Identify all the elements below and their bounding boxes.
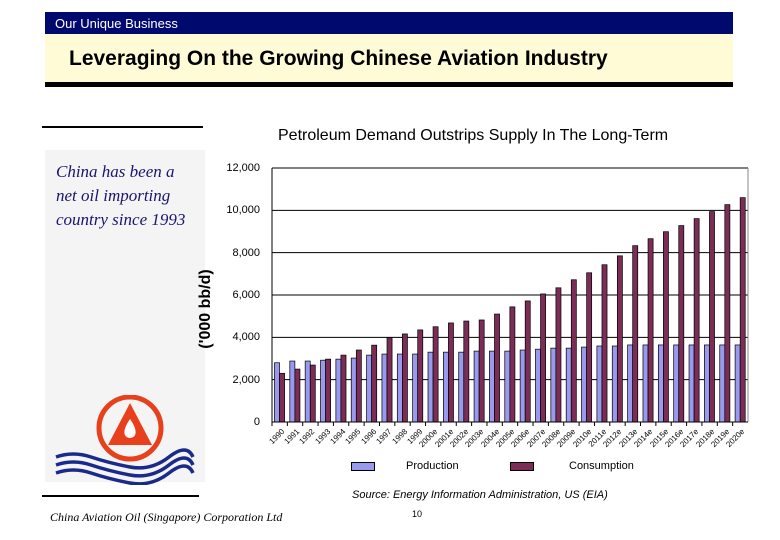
bar-production-2013e: [627, 344, 634, 423]
bar-consumption-2018e: [709, 211, 715, 423]
bar-production-2010e: [581, 346, 587, 423]
title-band: Leveraging On the Growing Chinese Aviati…: [45, 34, 733, 82]
bar-production-2004e: [489, 350, 495, 423]
bar-production-2005e: [504, 350, 511, 423]
bar-production-1991: [289, 360, 296, 423]
bar-consumption-2016e: [678, 225, 685, 423]
bar-production-2000e: [427, 351, 434, 423]
bar-production-1995: [350, 357, 357, 423]
section-band: Our Unique Business: [45, 12, 733, 34]
company-name: China Aviation Oil (Singapore) Corporati…: [50, 510, 283, 524]
bar-consumption-2003e: [478, 319, 485, 423]
left-panel: China has been a net oil importing count…: [45, 150, 205, 485]
bar-consumption-2017e: [693, 218, 700, 423]
bar-production-1998: [396, 353, 403, 423]
legend-swatch-consumption: [510, 462, 534, 471]
net-importer-note: China has been a net oil importing count…: [56, 162, 186, 229]
y-tick-label: 6,000: [232, 289, 260, 301]
bar-consumption-1993: [325, 358, 332, 423]
page-number: 10: [412, 509, 423, 519]
bar-consumption-2007e: [540, 293, 546, 423]
bar-consumption-1991: [294, 368, 301, 423]
bar-production-2014e: [642, 344, 649, 423]
section-label: Our Unique Business: [55, 16, 178, 31]
bar-production-1994: [335, 358, 342, 423]
bar-production-2011e: [596, 345, 603, 423]
bar-production-1992: [304, 360, 311, 423]
divider-top: [42, 126, 203, 128]
bar-production-2017e: [688, 344, 695, 423]
bar-production-2018e: [704, 344, 710, 423]
y-tick-label: 12,000: [226, 162, 260, 174]
bar-production-1997: [381, 353, 388, 423]
bar-production-2008e: [550, 347, 557, 423]
bar-consumption-2015e: [663, 231, 669, 423]
bar-production-2019e: [719, 344, 726, 423]
y-tick-label: 2,000: [232, 373, 260, 386]
bar-production-1996: [366, 354, 373, 423]
bar-consumption-1994: [340, 354, 347, 423]
bar-production-2006e: [519, 349, 526, 423]
bar-consumption-1997: [386, 337, 393, 423]
y-tick-label: 8,000: [232, 246, 260, 259]
bar-consumption-2010e: [586, 272, 593, 423]
bar-consumption-2011e: [601, 264, 608, 423]
bar-consumption-1995: [355, 349, 362, 423]
legend-consumption: Consumption: [569, 460, 634, 472]
bar-consumption-2000e: [432, 326, 439, 423]
bar-consumption-2009e: [570, 279, 577, 423]
bar-consumption-2014e: [647, 238, 654, 423]
legend-swatch-production: [351, 462, 375, 471]
bar-production-2002e: [458, 351, 465, 423]
bar-production-2016e: [673, 344, 680, 423]
y-tick-label: 4,000: [232, 331, 260, 344]
bar-consumption-1990: [279, 372, 285, 423]
bar-consumption-2006e: [524, 300, 531, 423]
legend-production: Production: [406, 460, 459, 472]
title-underline: [45, 82, 733, 87]
bar-consumption-2020e: [739, 197, 746, 423]
divider-bottom: [42, 495, 199, 497]
bar-production-2007e: [535, 348, 541, 423]
bar-consumption-2001e: [448, 322, 454, 423]
bar-production-2003e: [473, 350, 480, 423]
bar-production-1993: [320, 359, 326, 423]
bar-production-2009e: [565, 347, 572, 423]
source-note: Source: Energy Information Administratio…: [352, 489, 608, 501]
bar-consumption-2013e: [632, 245, 639, 423]
bar-consumption-1998: [402, 333, 408, 423]
bar-production-2001e: [443, 351, 449, 423]
bar-consumption-1996: [371, 344, 378, 423]
bar-production-1990: [274, 362, 280, 423]
bar-consumption-2005e: [509, 306, 516, 423]
bar-production-1999: [412, 353, 419, 423]
chart-title: Petroleum Demand Outstrips Supply In The…: [278, 127, 669, 144]
bar-consumption-2002e: [463, 320, 470, 423]
bar-production-2020e: [734, 344, 741, 423]
bar-consumption-2004e: [494, 313, 500, 423]
y-tick-label: 0: [253, 416, 260, 428]
bar-consumption-2012e: [616, 255, 623, 423]
company-logo: [55, 395, 195, 485]
y-tick-label: 10,000: [226, 204, 260, 217]
bar-production-2015e: [657, 344, 664, 423]
bar-consumption-2019e: [724, 204, 731, 423]
bar-production-2012e: [611, 345, 618, 423]
slide-title: Leveraging On the Growing Chinese Aviati…: [69, 47, 608, 70]
bar-consumption-1992: [309, 364, 316, 423]
bar-consumption-2008e: [555, 287, 562, 423]
bar-consumption-1999: [417, 329, 424, 423]
